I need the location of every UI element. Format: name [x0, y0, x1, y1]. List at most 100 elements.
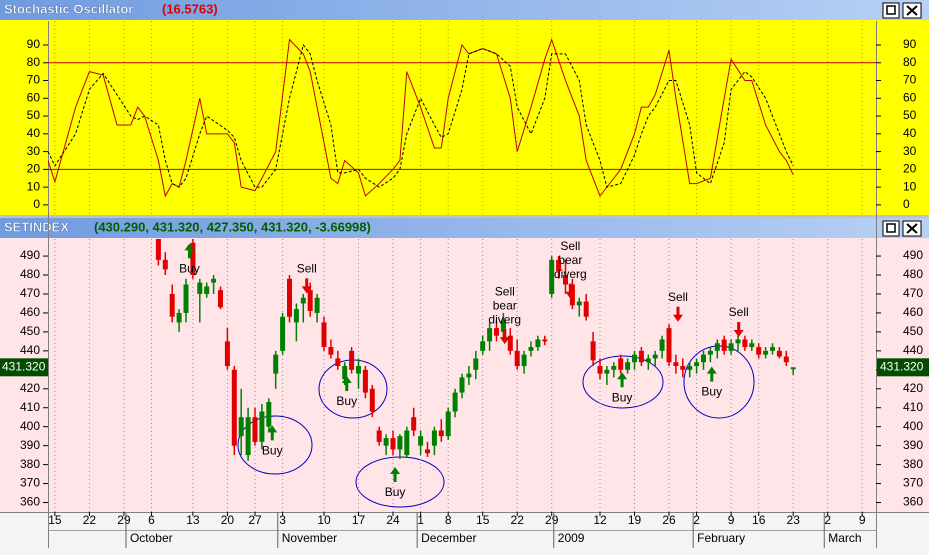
title-bar [0, 218, 929, 238]
y-tick-label: 410 [903, 400, 923, 414]
y-tick-label: 480 [20, 267, 40, 281]
sell-arrow [733, 321, 744, 337]
x-tick-label: 9 [728, 513, 735, 527]
y-tick-label: 420 [20, 381, 40, 395]
y-tick-label: 490 [20, 248, 40, 262]
y-tick-label: 380 [20, 457, 40, 471]
oscillator-plot [48, 21, 876, 214]
maximize-icon [886, 223, 896, 233]
candle-body [162, 259, 168, 270]
candle-body [666, 328, 672, 363]
candle-body [694, 362, 700, 367]
candle-body [707, 350, 713, 355]
candle-body [411, 417, 417, 431]
y-tick-label: 400 [20, 419, 40, 433]
y-tick-label: 0 [33, 197, 40, 211]
y-tick-label: 470 [20, 286, 40, 300]
candle-body [224, 341, 230, 367]
annotation-text: diverg [554, 267, 587, 281]
candle-body [604, 369, 610, 374]
pane-title: SETINDEX [4, 219, 69, 234]
candle-body [611, 366, 617, 370]
candle-body [528, 347, 534, 351]
last-price-tag [877, 358, 929, 377]
y-tick-label: 20 [27, 162, 41, 176]
y-tick-label: 10 [27, 179, 41, 193]
y-tick-label: 80 [27, 55, 41, 69]
buy-arrow [267, 425, 278, 441]
candle-body [266, 402, 272, 427]
candle-body [342, 366, 348, 380]
x-tick-label: 20 [221, 513, 235, 527]
candle-body [321, 322, 327, 348]
candle-body [211, 278, 217, 283]
candle-body [618, 358, 624, 370]
y-tick-label: 0 [903, 197, 910, 211]
candle-body [487, 328, 493, 342]
x-tick-label: 3 [279, 513, 286, 527]
price-plot: Buy SellBuyBuyBuySellbeardivergSellbeardi… [54, 239, 863, 512]
candle-body [259, 411, 265, 442]
candle-body [218, 290, 223, 308]
candle-body [431, 430, 437, 446]
annotation-text: Sell [668, 290, 688, 304]
month-label: 2009 [558, 531, 585, 545]
annotation-text: Sell [729, 305, 749, 319]
candle-body [335, 358, 341, 367]
oscillator-pane [0, 0, 929, 215]
annotation-text: Buy [179, 262, 200, 276]
x-axis-band [0, 512, 929, 555]
x-tick-label: 19 [628, 513, 642, 527]
candle-body [776, 350, 782, 357]
candle-body [280, 316, 286, 351]
candle-body [645, 358, 651, 363]
price-pane [0, 218, 929, 512]
candle-body [245, 417, 251, 456]
candle-body [480, 341, 486, 351]
annotation-text: diverg [488, 312, 521, 326]
candle-body [293, 309, 299, 323]
candle-body [652, 354, 658, 359]
y-tick-label: 70 [27, 73, 41, 87]
candle-body [425, 449, 430, 454]
candle-body [549, 259, 555, 294]
window-buttons[interactable] [882, 2, 922, 237]
last-price-label: 431.320 [880, 359, 924, 373]
candle-body [583, 301, 589, 317]
annotation-text: Buy [262, 444, 283, 458]
candle-body [590, 341, 596, 361]
candle-body [576, 301, 582, 306]
buy-arrow [706, 366, 717, 382]
y-tick-label: 460 [903, 305, 923, 319]
candle-body [197, 282, 203, 294]
highlight-circle [582, 355, 664, 409]
last-price-tag [0, 358, 48, 377]
x-tick-label: 15 [48, 513, 62, 527]
annotation-text: Buy [612, 390, 633, 404]
candle-body [314, 297, 320, 313]
y-tick-label: 90 [903, 37, 917, 51]
buy-arrow [341, 376, 352, 392]
candle-body [383, 438, 389, 446]
month-label: March [828, 531, 861, 545]
candle-body [183, 284, 189, 313]
x-tick-label: 22 [511, 513, 525, 527]
y-tick-label: 60 [903, 90, 917, 104]
month-label: February [697, 531, 745, 545]
y-tick-label: 420 [903, 381, 923, 395]
candle-body [397, 436, 403, 450]
candle-body [638, 350, 644, 363]
candle-body [466, 373, 472, 378]
candle-body [231, 369, 237, 446]
candle-body [190, 242, 196, 276]
candle-body [273, 354, 279, 374]
pane-title: Stochastic Oscillator [4, 1, 133, 16]
x-tick-label: 8 [445, 513, 452, 527]
candle-body [452, 392, 458, 412]
x-tick-label: 22 [83, 513, 97, 527]
candle-body [169, 293, 175, 317]
buy-arrow [390, 467, 401, 483]
sell-arrow [301, 278, 312, 294]
pane-value: (430.290, 431.320, 427.350, 431.320, -3.… [94, 219, 371, 234]
